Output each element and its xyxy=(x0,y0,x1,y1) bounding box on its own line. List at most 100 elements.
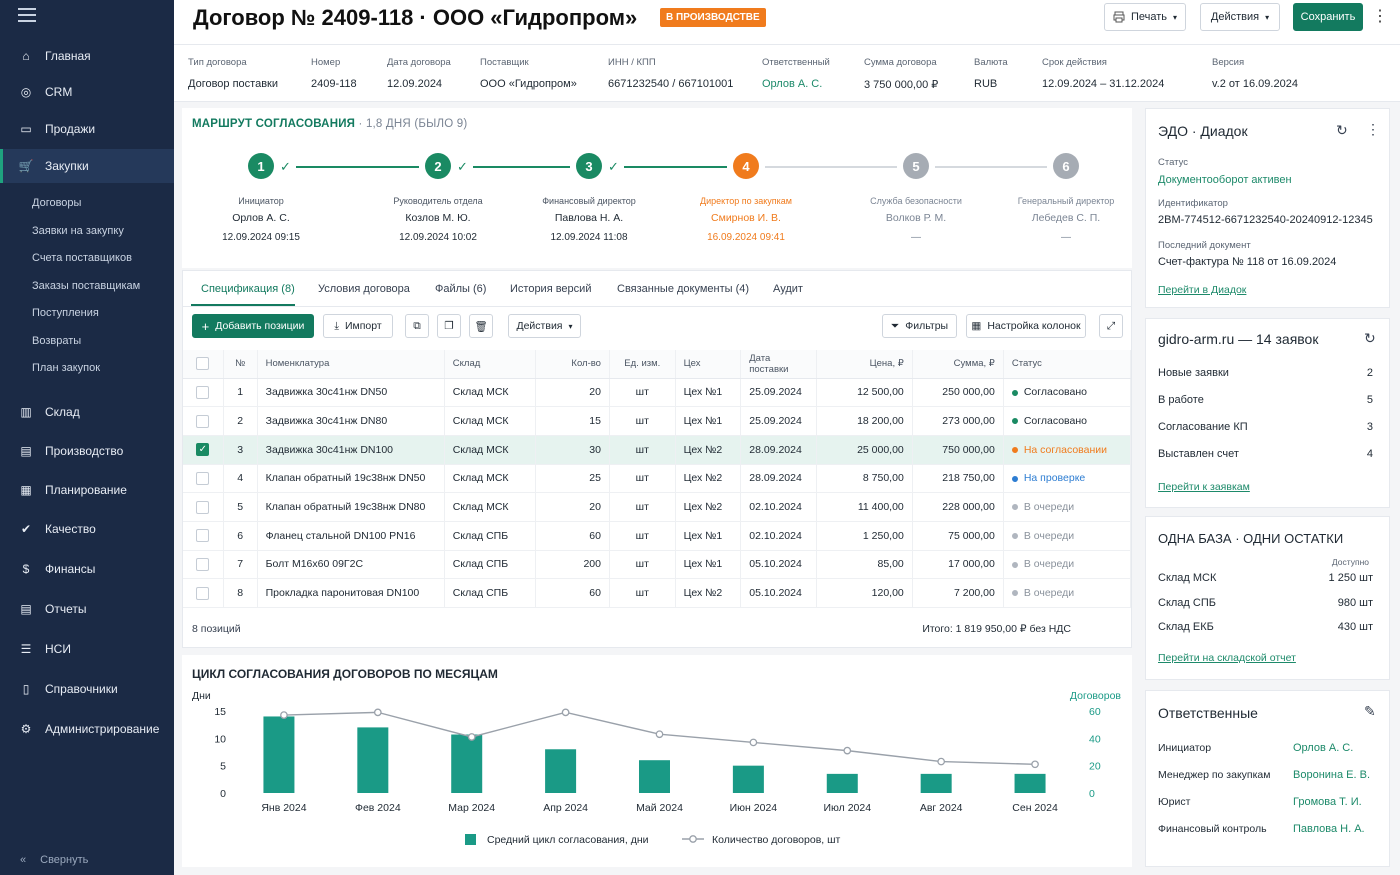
bar-2[interactable] xyxy=(357,727,389,793)
sidebar-item-3[interactable]: ▭ Продажи xyxy=(0,112,174,146)
sidebar-subitem[interactable]: Счета поставщиков xyxy=(32,252,132,264)
sidebar-item-8[interactable]: ✔ Качество xyxy=(0,512,174,546)
responsible-person[interactable]: Павлова Н. А. xyxy=(1293,823,1365,835)
sidebar-subitem[interactable]: Возвраты xyxy=(32,334,82,347)
column-header[interactable]: Склад xyxy=(444,350,536,379)
bar-1[interactable] xyxy=(263,716,295,793)
more-icon[interactable]: ⋮ xyxy=(1372,8,1388,25)
collapse-sidebar-button[interactable]: «Свернуть xyxy=(20,854,89,866)
tab-6[interactable]: Аудит xyxy=(773,283,803,295)
import-button[interactable]: ⤓ Импорт xyxy=(323,314,393,338)
filters-button[interactable]: ⏷ Фильтры xyxy=(882,314,957,338)
tab-2[interactable]: Условия договора xyxy=(318,283,410,295)
add-positions-button[interactable]: + Добавить позиции xyxy=(192,314,314,338)
delete-icon[interactable]: 🗑 xyxy=(469,314,493,338)
line-point-9[interactable] xyxy=(1031,760,1039,769)
bar-7[interactable] xyxy=(826,773,858,793)
line-point-3[interactable] xyxy=(467,733,476,741)
sidebar-item-4[interactable]: 🛒 Закупки xyxy=(0,149,174,183)
column-settings-button[interactable]: ▦ Настройка колонок xyxy=(966,314,1086,338)
bar-5[interactable] xyxy=(638,760,670,793)
bar-9[interactable] xyxy=(1014,773,1046,793)
line-point-2[interactable] xyxy=(373,708,382,717)
route-step-1[interactable]: 1 xyxy=(248,153,274,179)
requests-link[interactable]: Перейти к заявкам xyxy=(1158,481,1250,493)
line-point-8[interactable] xyxy=(937,757,946,766)
duplicate-icon[interactable]: ❐ xyxy=(437,314,461,338)
actions-dropdown[interactable]: Действия ▾ xyxy=(1200,3,1280,31)
responsible-person[interactable]: Воронина Е. В. xyxy=(1293,769,1370,781)
table-row[interactable]: 7 Болт М16х60 09Г2С Склад СПБ 200 шт Цех №1 05… xyxy=(183,550,1132,580)
table-row[interactable]: ✓ 3 Задвижка 30с41нж DN100 Склад МСК 30 шт Цех… xyxy=(183,435,1132,465)
bar-8[interactable] xyxy=(920,773,952,793)
line-point-6[interactable] xyxy=(749,738,758,747)
line-point-1[interactable] xyxy=(280,711,288,719)
column-header[interactable]: № xyxy=(223,350,258,379)
sidebar-item-11[interactable]: ☰ НСИ xyxy=(0,632,174,666)
sidebar-subitem[interactable]: Заказы поставщикам xyxy=(32,279,141,292)
meta-value[interactable]: Орлов А. С. xyxy=(762,78,823,90)
tab-4[interactable]: История версий xyxy=(510,283,592,295)
sidebar-item-2[interactable]: ◎ CRM xyxy=(0,75,174,109)
row-checkbox[interactable]: ✓ xyxy=(196,443,210,457)
column-header[interactable]: Дата поставки xyxy=(740,350,818,379)
table-row[interactable]: 5 Клапан обратный 19с38нж DN80 Склад МСК 20… xyxy=(183,492,1132,522)
sidebar-subitem[interactable]: План закупок xyxy=(32,362,101,374)
select-all-checkbox[interactable] xyxy=(196,357,210,371)
route-step-4[interactable]: 4 xyxy=(733,153,759,179)
save-button[interactable]: Сохранить xyxy=(1293,3,1363,31)
request-row[interactable]: Выставлен счет 4 xyxy=(1158,448,1373,460)
request-row[interactable]: В работе 5 xyxy=(1158,394,1373,406)
table-row[interactable]: 6 Фланец стальной DN100 PN16 Склад СПБ 60 шт… xyxy=(183,521,1132,551)
route-step-2[interactable]: 2 xyxy=(425,153,451,179)
row-checkbox[interactable] xyxy=(196,529,210,543)
table-row[interactable]: 4 Клапан обратный 19с38нж DN50 Склад МСК 25… xyxy=(183,464,1132,494)
sidebar-item-1[interactable]: ⌂ Главная xyxy=(0,39,174,73)
refresh-icon[interactable]: ↻ xyxy=(1336,122,1348,138)
tab-3[interactable]: Файлы (6) xyxy=(435,283,487,295)
column-header[interactable]: Ед. изм. xyxy=(609,350,676,379)
column-header[interactable]: Сумма, ₽ xyxy=(912,350,1004,379)
tab-5[interactable]: Связанные документы (4) xyxy=(617,283,750,295)
column-header[interactable]: Статус xyxy=(1003,350,1132,379)
request-row[interactable]: Согласование КП 3 xyxy=(1158,421,1373,433)
sidebar-subitem[interactable]: Заявки на закупку xyxy=(32,224,124,237)
bar-6[interactable] xyxy=(732,765,764,793)
column-header[interactable]: Номенклатура xyxy=(257,350,445,379)
column-header[interactable]: Цена, ₽ xyxy=(816,350,913,379)
stock-link[interactable]: Перейти на складской отчет xyxy=(1158,652,1296,664)
line-point-7[interactable] xyxy=(843,746,852,755)
table-row[interactable]: 8 Прокладка паронитовая DN100 Склад СПБ 60 ш… xyxy=(183,578,1132,608)
column-header[interactable]: Кол-во xyxy=(535,350,610,379)
sidebar-item-6[interactable]: ▤ Производство xyxy=(0,434,174,468)
sidebar-subitem[interactable]: Договоры xyxy=(32,197,82,209)
line-point-5[interactable] xyxy=(655,730,664,739)
route-step-3[interactable]: 3 xyxy=(576,153,602,179)
tab-1[interactable]: Спецификация (8) xyxy=(201,283,295,295)
table-row[interactable]: 1 Задвижка 30с41нж DN50 Склад МСК 20 шт Цех №… xyxy=(183,378,1132,408)
print-button[interactable]: Печать ▾ xyxy=(1104,3,1186,31)
expand-icon[interactable]: ⤢ xyxy=(1099,314,1123,338)
row-checkbox[interactable] xyxy=(196,586,210,600)
column-header[interactable]: Цех xyxy=(675,350,742,379)
table-row[interactable]: 2 Задвижка 30с41нж DN80 Склад МСК 15 шт Цех №… xyxy=(183,406,1132,436)
more-icon[interactable]: ⋮ xyxy=(1366,121,1380,137)
route-step-5[interactable]: 5 xyxy=(903,153,929,179)
bar-3[interactable] xyxy=(451,734,483,793)
route-step-6[interactable]: 6 xyxy=(1053,153,1079,179)
row-checkbox[interactable] xyxy=(196,471,210,485)
bar-4[interactable] xyxy=(545,749,577,793)
sidebar-item-13[interactable]: ⚙ Администрирование xyxy=(0,712,174,746)
edo-link[interactable]: Перейти в Диадок xyxy=(1158,284,1247,296)
table-actions-dropdown[interactable]: Действия ▾ xyxy=(508,314,581,338)
menu-icon[interactable] xyxy=(18,8,36,22)
request-row[interactable]: Новые заявки 2 xyxy=(1158,367,1373,379)
refresh-icon[interactable]: ↻ xyxy=(1364,330,1376,346)
sidebar-item-7[interactable]: ▦ Планирование xyxy=(0,473,174,507)
sidebar-item-9[interactable]: $ Финансы xyxy=(0,552,174,586)
sidebar-item-10[interactable]: ▤ Отчеты xyxy=(0,592,174,626)
sidebar-subitem[interactable]: Поступления xyxy=(32,307,99,319)
sidebar-item-5[interactable]: ▥ Склад xyxy=(0,395,174,429)
row-checkbox[interactable] xyxy=(196,557,210,571)
responsible-person[interactable]: Орлов А. С. xyxy=(1293,742,1354,754)
